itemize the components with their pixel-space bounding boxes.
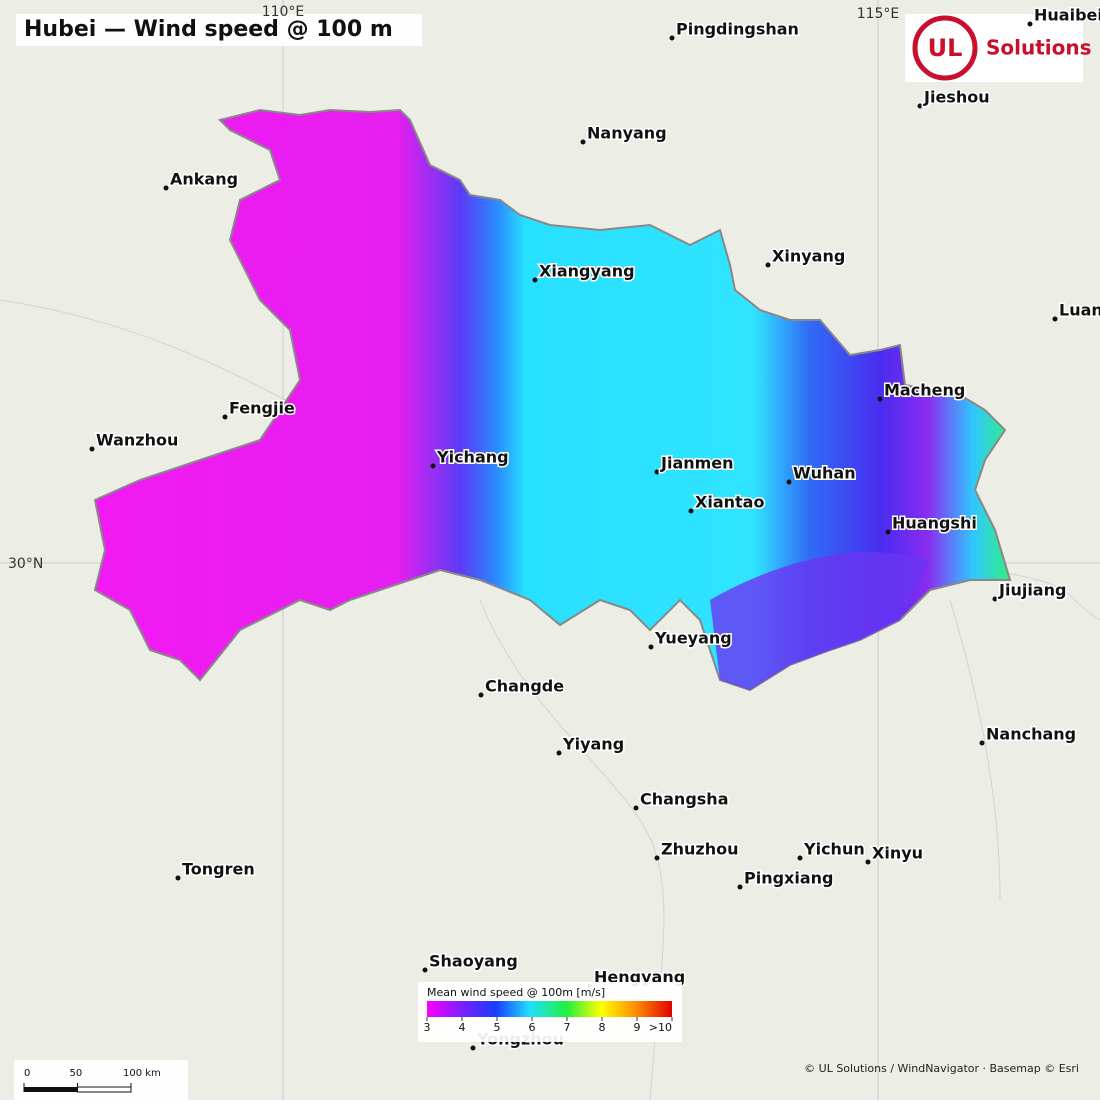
city-dot: [798, 856, 803, 861]
city-dot: [655, 470, 660, 475]
city-label: Changde: [485, 677, 564, 696]
attribution: © UL Solutions / WindNavigator · Basemap…: [804, 1062, 1079, 1075]
city-dot: [993, 597, 998, 602]
city-label: Shaoyang: [429, 952, 518, 971]
city-label: Xinyang: [772, 247, 845, 266]
city-label: Zhuzhou: [661, 840, 738, 859]
city-label: Luan: [1059, 301, 1100, 320]
city-dot: [878, 397, 883, 402]
city-dot: [423, 968, 428, 973]
city-dot: [787, 480, 792, 485]
city-dot: [689, 509, 694, 514]
logo-mark: UL: [928, 34, 963, 62]
city-dot: [866, 860, 871, 865]
scale-tick-label: 50: [70, 1068, 83, 1079]
city-dot: [670, 36, 675, 41]
city-label: Pingxiang: [744, 869, 834, 888]
city-label: Yueyang: [654, 629, 732, 648]
city-dot: [581, 140, 586, 145]
city-label: Fengjie: [229, 399, 295, 418]
scale-box: [14, 1060, 188, 1100]
scale-tick-label: 100 km: [123, 1068, 161, 1079]
city-dot: [738, 885, 743, 890]
scale-bar-black: [24, 1087, 78, 1092]
legend-tick-label: 5: [494, 1021, 501, 1034]
lon-label: 115°E: [857, 6, 900, 22]
city-label: Jiujiang: [998, 581, 1066, 600]
city-label: Yichun: [803, 840, 865, 859]
scale-bar-white: [78, 1087, 132, 1092]
city-label: Xinyu: [872, 844, 923, 863]
city-dot: [655, 856, 660, 861]
legend-tick-label: 7: [564, 1021, 571, 1034]
lat-label: 30°N: [8, 556, 43, 572]
city-dot: [766, 263, 771, 268]
city-label: Pingdingshan: [676, 20, 799, 39]
city-label: Ankang: [170, 170, 238, 189]
city-label: Nanyang: [587, 124, 667, 143]
legend-tick-label: 4: [459, 1021, 466, 1034]
legend-tick-label: 9: [634, 1021, 641, 1034]
city-dot: [471, 1046, 476, 1051]
city-dot: [980, 741, 985, 746]
city-label: Jieshou: [923, 88, 990, 107]
city-label: Wuhan: [793, 464, 856, 483]
city-label: Xiangyang: [539, 262, 635, 281]
colorbar: [427, 1001, 672, 1017]
city-dot: [918, 104, 923, 109]
legend-tick-label: 3: [424, 1021, 431, 1034]
city-label: Huangshi: [892, 514, 977, 533]
city-dot: [557, 751, 562, 756]
city-label: Yichang: [436, 448, 509, 467]
legend-tick-label: >10: [649, 1021, 672, 1034]
city-dot: [431, 464, 436, 469]
city-dot: [176, 876, 181, 881]
legend-title: Mean wind speed @ 100m [m/s]: [427, 986, 605, 999]
city-dot: [533, 278, 538, 283]
city-dot: [1053, 317, 1058, 322]
title: Hubei — Wind speed @ 100 m: [24, 17, 393, 42]
legend-tick-label: 6: [529, 1021, 536, 1034]
city-dot: [634, 806, 639, 811]
city-label: Wanzhou: [96, 431, 178, 450]
city-label: Macheng: [884, 381, 965, 400]
city-dot: [90, 447, 95, 452]
city-dot: [886, 530, 891, 535]
city-label: Nanchang: [986, 725, 1076, 744]
city-label: Changsha: [640, 790, 728, 809]
city-dot: [223, 415, 228, 420]
city-dot: [649, 645, 654, 650]
scale-tick-label: 0: [24, 1068, 30, 1079]
city-label: Yiyang: [562, 735, 624, 754]
city-dot: [479, 693, 484, 698]
city-label: Jianmen: [660, 454, 734, 473]
legend-tick-label: 8: [599, 1021, 606, 1034]
city-label: Xiantao: [695, 493, 764, 512]
city-label: Huaibei: [1034, 6, 1100, 25]
city-dot: [164, 186, 169, 191]
city-dot: [1028, 22, 1033, 27]
city-label: Tongren: [182, 860, 255, 879]
logo-text: Solutions: [986, 36, 1092, 60]
lon-label: 110°E: [262, 4, 305, 20]
